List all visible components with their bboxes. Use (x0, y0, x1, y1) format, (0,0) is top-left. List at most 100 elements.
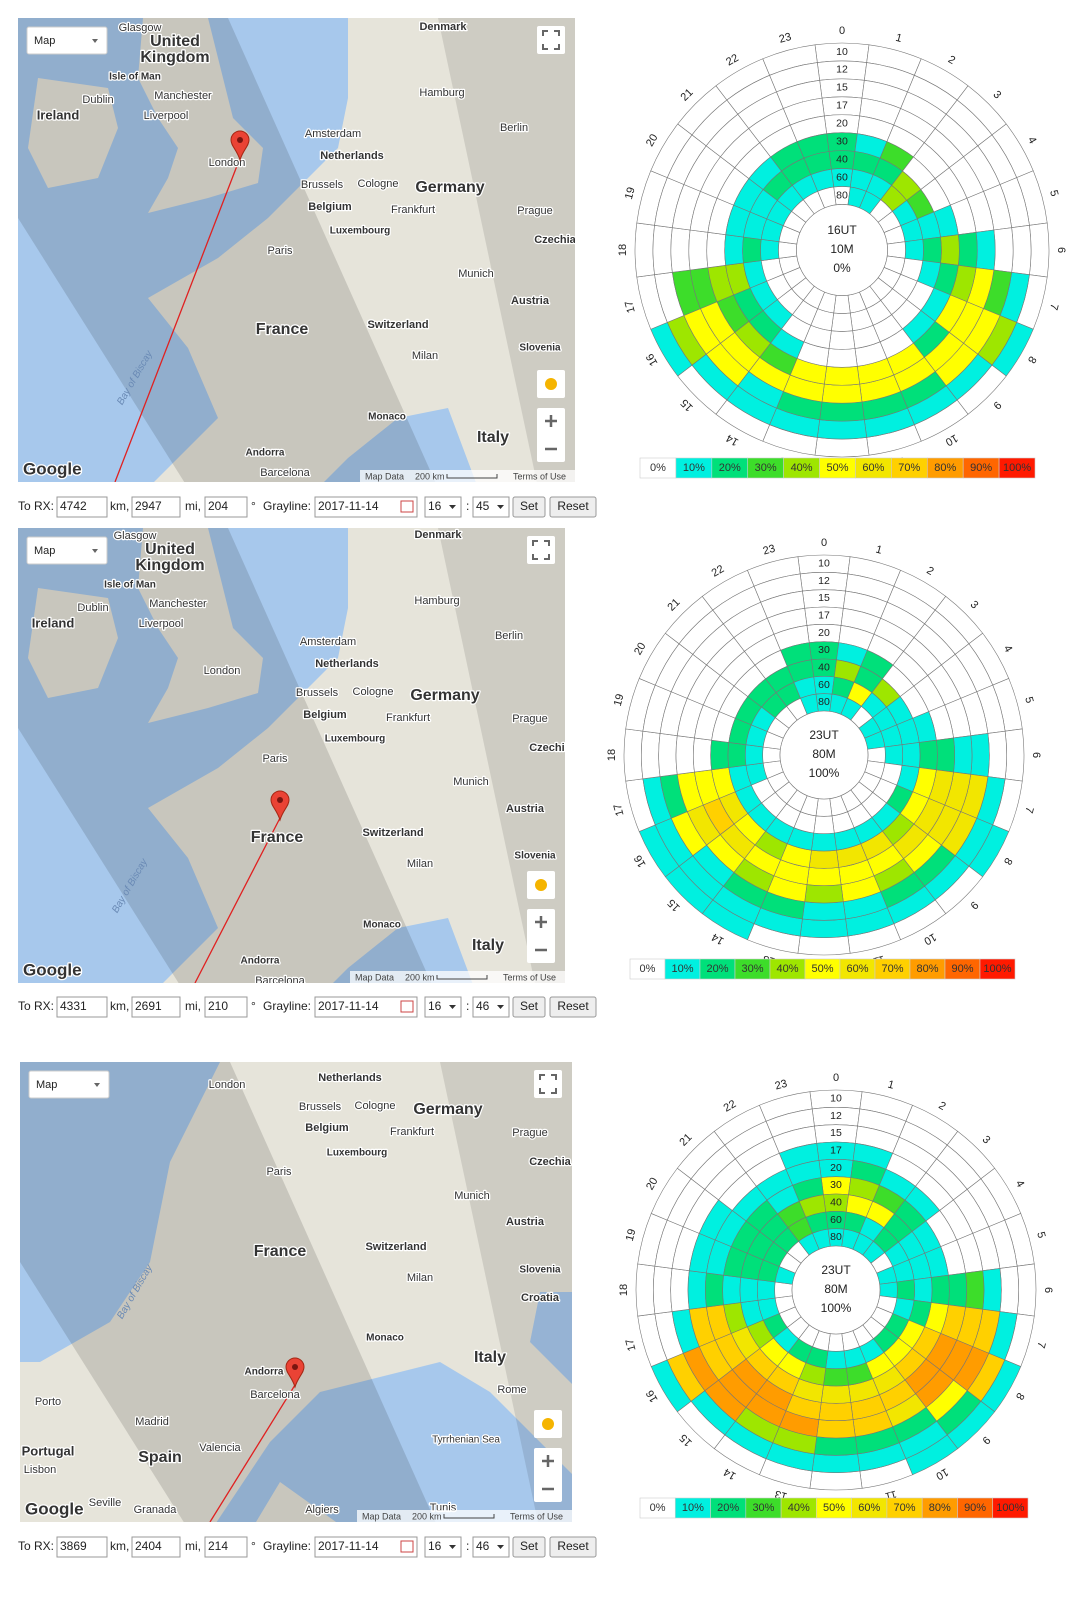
hour-label: 17 (612, 802, 627, 817)
cell (634, 222, 655, 278)
map-marker[interactable] (230, 130, 250, 162)
scale-label: 200 km (415, 471, 445, 481)
hour-label: 18 (606, 749, 618, 761)
map-label: Croatia (521, 1292, 560, 1304)
date-input-text: 2017-11-14 (318, 1539, 379, 1553)
hour-select[interactable] (424, 1536, 462, 1558)
attribution: Map Data (362, 1511, 401, 1521)
ring-label: 20 (830, 1162, 842, 1174)
center-text: 16UT (827, 223, 857, 237)
set-button[interactable] (512, 1536, 546, 1558)
hour-label: 7 (1047, 302, 1060, 311)
map-label: Dublin (82, 94, 113, 106)
map-marker[interactable] (285, 1357, 305, 1389)
map-label: Switzerland (365, 1241, 426, 1253)
zoom-control[interactable] (537, 408, 565, 462)
deg-input[interactable] (204, 1536, 248, 1558)
map-type-control[interactable] (26, 536, 108, 565)
hour-select[interactable] (424, 996, 462, 1018)
center-text: 100% (821, 1301, 852, 1315)
hour-label: 22 (710, 563, 727, 580)
km-input[interactable] (56, 496, 108, 518)
calendar-icon (400, 1000, 414, 1013)
hour-label: 8 (1001, 855, 1014, 866)
center-text: 100% (809, 766, 840, 780)
map-label: Frankfurt (386, 712, 430, 724)
ring-label: 40 (818, 661, 830, 673)
cell (957, 232, 978, 268)
mi-input[interactable] (131, 996, 181, 1018)
reset-button[interactable] (549, 996, 597, 1018)
zoom-control[interactable] (534, 1448, 562, 1502)
legend-label: 50% (826, 462, 848, 474)
map-label: Switzerland (362, 827, 423, 839)
hour-label: 18 (618, 1284, 630, 1296)
km-input[interactable] (56, 996, 108, 1018)
terms[interactable]: Terms of Use (510, 1511, 563, 1521)
terms[interactable]: Terms of Use (513, 471, 566, 481)
date-input[interactable] (314, 1536, 418, 1558)
ring-label: 20 (836, 118, 848, 130)
minute-select[interactable] (472, 996, 510, 1018)
mi-input-text: 2404 (135, 1539, 162, 1553)
map-label: Seville (89, 1497, 121, 1509)
reset-button[interactable] (549, 1536, 597, 1558)
ring-label: 12 (836, 64, 848, 76)
ring-label: 80 (836, 189, 848, 201)
deg-input[interactable] (204, 496, 248, 518)
ring-label: 12 (830, 1110, 842, 1122)
cell (815, 798, 833, 817)
cell (879, 1281, 898, 1299)
map-label: Milan (412, 350, 438, 362)
cell (658, 733, 678, 777)
ring-label: 15 (836, 82, 848, 94)
hour-label: 19 (612, 693, 627, 708)
map-marker[interactable] (270, 790, 290, 822)
cell (867, 746, 886, 764)
zoom-control[interactable] (527, 909, 555, 963)
legend-label: 60% (846, 963, 868, 975)
set-button-text: Set (520, 499, 539, 513)
cell (705, 1272, 724, 1308)
ring-label: 40 (830, 1196, 842, 1208)
cell (814, 437, 870, 458)
map-type-control[interactable] (28, 1070, 110, 1099)
reset-button[interactable] (549, 496, 597, 518)
hour-select[interactable] (424, 496, 462, 518)
map-label: Luxembourg (330, 226, 391, 237)
hour-label: 3 (968, 599, 981, 612)
terms[interactable]: Terms of Use (503, 972, 556, 982)
fullscreen-button[interactable] (537, 26, 565, 54)
minute-select[interactable] (472, 1536, 510, 1558)
legend-label: 20% (717, 1502, 739, 1514)
map-label: Belgium (305, 1122, 349, 1134)
mi-input[interactable] (131, 1536, 181, 1558)
set-button[interactable] (512, 996, 546, 1018)
date-input[interactable] (314, 996, 418, 1018)
mi-input[interactable] (131, 496, 181, 518)
set-button[interactable] (512, 496, 546, 518)
fullscreen-button[interactable] (527, 536, 555, 564)
hour-label: 6 (1042, 1287, 1054, 1293)
map-type-control[interactable] (26, 26, 108, 55)
map-label: Luxembourg (327, 1148, 388, 1159)
scale-bar (443, 1514, 495, 1519)
map-label: Prague (512, 1127, 547, 1139)
cell (833, 294, 851, 314)
map-label: Dublin (77, 602, 108, 614)
hour-label: 2 (924, 565, 935, 578)
cell (827, 1333, 845, 1352)
fullscreen-button[interactable] (534, 1070, 562, 1098)
date-input[interactable] (314, 496, 418, 518)
deg-input[interactable] (204, 996, 248, 1018)
cell (670, 227, 691, 273)
cell (1016, 1263, 1037, 1317)
minute-select[interactable] (472, 496, 510, 518)
hour-label: 0 (821, 537, 827, 549)
map-label: Ireland (37, 107, 80, 122)
date-input-text: 2017-11-14 (318, 499, 379, 513)
cell (710, 739, 730, 771)
cell (808, 849, 840, 869)
km-input[interactable] (56, 1536, 108, 1558)
hour-label: 10 (934, 1465, 951, 1482)
